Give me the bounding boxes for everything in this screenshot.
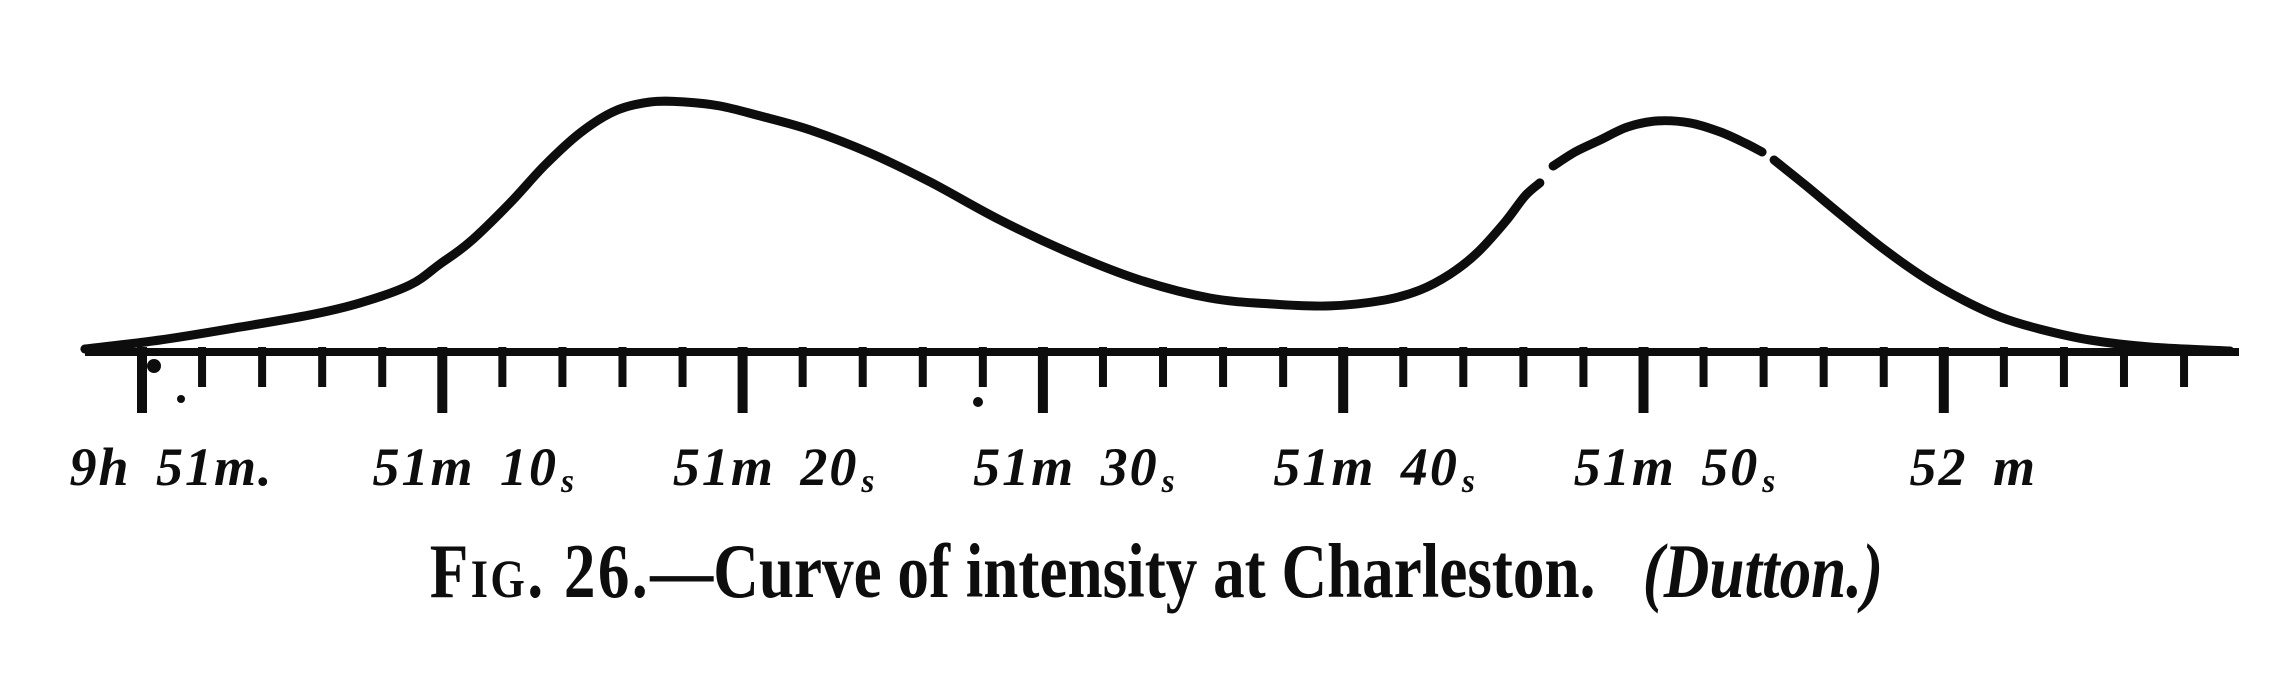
axis-tick-label: 52 m xyxy=(1910,436,2041,501)
caption-attribution: (Dutton.) xyxy=(1642,528,1884,614)
intensity-curve xyxy=(1769,155,2235,356)
tick-label-time: 51m 20 xyxy=(672,437,859,497)
axis-tick-label: 51m 30s xyxy=(973,436,1175,501)
intensity-curve xyxy=(80,96,1545,354)
tick-label-seconds-unit: s xyxy=(1461,463,1475,501)
tick-label-time: 51m 30 xyxy=(973,437,1159,497)
figure-number: Fig. 26. xyxy=(429,528,651,614)
caption-separator: — xyxy=(650,528,714,614)
axis-tick-label: 51m 10s xyxy=(373,436,575,501)
axis-tick-label: 9h 51m. xyxy=(69,436,276,501)
figure-caption: Fig. 26.—Curve of intensity at Charlesto… xyxy=(205,531,2075,612)
tick-label-seconds-unit: s xyxy=(861,463,875,501)
intensity-curve xyxy=(1548,116,1767,171)
tick-label-time: 9h 51m. xyxy=(69,437,274,497)
axis-tick-label: 51m 20s xyxy=(673,436,875,501)
tick-label-time: 52 m xyxy=(1909,437,2038,497)
axis-tick-label: 51m 40s xyxy=(1273,436,1475,501)
ink-speck xyxy=(177,395,185,403)
caption-text: Curve of intensity at Charleston. xyxy=(713,528,1596,614)
tick-label-seconds-unit: s xyxy=(1161,463,1175,501)
tick-label-time: 51m 40 xyxy=(1273,437,1459,497)
tick-label-time: 51m 10 xyxy=(372,437,559,497)
tick-label-seconds-unit: s xyxy=(1762,463,1776,501)
axis-tick-label: 51m 50s xyxy=(1574,436,1776,501)
ink-speck xyxy=(973,397,983,407)
tick-label-time: 51m 50 xyxy=(1573,437,1760,497)
ink-speck xyxy=(147,359,161,373)
tick-label-seconds-unit: s xyxy=(561,463,575,501)
